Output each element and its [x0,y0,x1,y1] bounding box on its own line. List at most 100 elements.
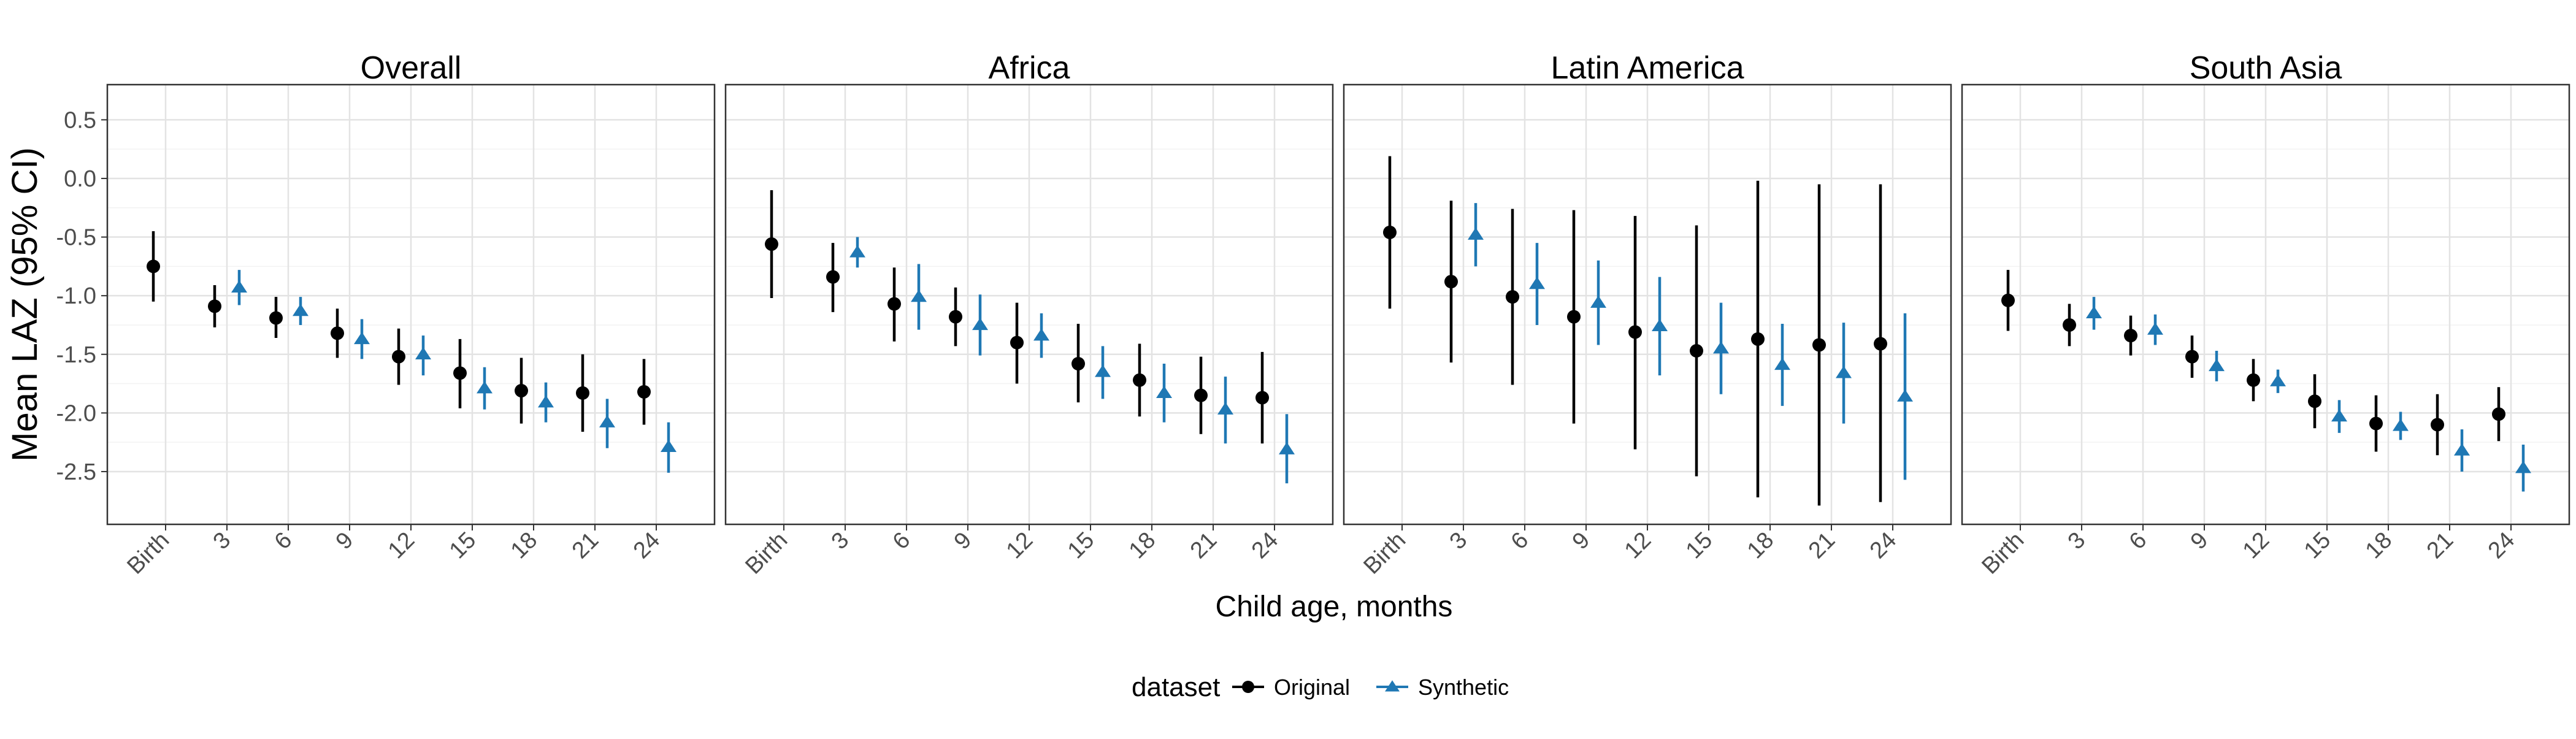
synthetic-point [849,245,865,258]
original-point [826,270,840,284]
y-axis-label: Mean LAZ (95% CI) [5,147,45,462]
synthetic-point [1652,319,1668,332]
x-tick-label: Birth [740,527,792,580]
synthetic-point [1468,228,1484,240]
original-point [1506,290,1519,304]
original-point [1690,344,1703,358]
x-tick-label: 21 [1804,527,1841,564]
x-tick-label: 18 [506,527,543,564]
x-tick-label: 12 [1002,527,1038,564]
facet-title: South Asia [2190,50,2342,86]
x-tick-label: 15 [1681,527,1718,564]
synthetic-point [972,318,988,331]
x-tick-label: 3 [209,527,236,555]
original-point [1812,338,1826,352]
x-tick-label: 9 [2186,527,2214,555]
x-tick-label: 24 [629,527,665,564]
synthetic-point [293,304,309,316]
legend: dataset Original Synthetic [1132,672,1509,702]
y-tick-label: -0.5 [56,225,96,251]
x-tick-label: 24 [2483,527,2520,564]
original-point [1383,225,1397,239]
original-point [515,384,528,398]
original-point [269,311,283,325]
synthetic-point [661,440,677,452]
x-tick-label: 12 [383,527,420,564]
synthetic-point [2147,322,2163,335]
synthetic-point [1156,386,1172,399]
y-tick-label: -2.0 [56,400,96,426]
original-point [1751,332,1765,346]
original-point [147,259,160,274]
original-point [2124,329,2137,343]
x-tick-label: 24 [1247,527,1284,564]
x-tick-label: 3 [827,527,854,555]
original-point [1628,325,1642,339]
x-tick-label: 18 [1124,527,1161,564]
x-tick-label: 21 [2422,527,2459,564]
legend-label: Synthetic [1418,675,1509,700]
original-point [1255,391,1269,405]
legend-label: Original [1274,675,1350,700]
synthetic-point [538,395,554,408]
original-point [1444,275,1458,289]
original-point [2185,350,2199,364]
y-tick-label: 0.0 [64,166,96,192]
legend-item: Original [1232,675,1350,700]
x-tick-label: 9 [949,527,977,555]
facet-panel: Latin America [1343,50,1952,526]
facet-title: Overall [361,50,462,86]
x-tick-label: 24 [1865,527,1902,564]
x-tick-label: 21 [567,527,604,564]
original-point [392,350,405,364]
legend-item: Synthetic [1376,675,1509,700]
x-tick-label: 6 [888,527,916,555]
x-tick-label: 12 [1620,527,1657,564]
synthetic-point [911,289,927,302]
synthetic-point [1774,358,1790,370]
x-tick-label: 9 [331,527,359,555]
y-tick-label: -2.5 [56,459,96,485]
synthetic-point [2393,418,2409,431]
facet-title: Africa [989,50,1070,86]
x-tick-label: 6 [270,527,297,555]
original-point [887,297,901,311]
synthetic-point [1713,341,1729,354]
y-tick-label: 0.5 [64,107,96,133]
synthetic-point [1217,402,1233,415]
x-tick-label: 15 [2299,527,2336,564]
original-point [2431,418,2444,432]
facet-panel: Africa [724,50,1334,526]
x-tick-label: Birth [1359,527,1411,580]
legend-title: dataset [1132,672,1220,702]
original-point [2492,407,2505,421]
legend-key-circle [1242,681,1254,693]
original-point [2247,373,2260,387]
original-point [208,299,221,313]
synthetic-point [2209,359,2225,372]
legend-key-triangle [1385,680,1400,692]
synthetic-point [2331,409,2347,422]
x-tick-label: 18 [1742,527,1779,564]
original-point [1010,335,1024,350]
x-tick-label: 6 [2125,527,2152,555]
original-point [765,237,778,251]
synthetic-point [2086,306,2102,319]
facet-panel: South Asia [1961,50,2570,526]
y-tick-label: -1.5 [56,342,96,368]
synthetic-point [2515,461,2531,473]
original-point [1874,337,1887,351]
facet-title: Latin America [1551,50,1744,86]
synthetic-point [1897,389,1913,402]
x-tick-label: Birth [1977,527,2029,580]
x-tick-label: 21 [1186,527,1222,564]
original-point [331,326,344,340]
synthetic-point [599,415,615,427]
original-point [1194,388,1208,402]
x-tick-label: 15 [445,527,481,564]
synthetic-point [2270,374,2286,386]
synthetic-point [1033,328,1049,341]
synthetic-point [2454,443,2470,456]
x-tick-label: 6 [1506,527,1534,555]
